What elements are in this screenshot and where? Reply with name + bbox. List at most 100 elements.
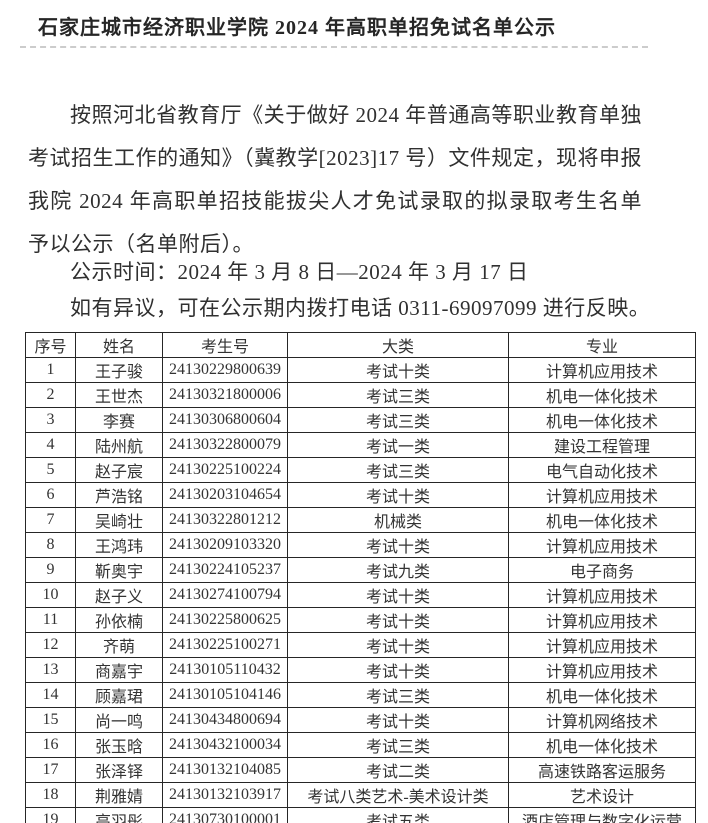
cell-index: 14 (25, 682, 76, 708)
cell-name: 商嘉宇 (75, 657, 163, 683)
cell-exam-no: 24130322800079 (162, 432, 288, 458)
cell-category: 考试十类 (287, 607, 509, 633)
cell-category: 考试二类 (287, 757, 509, 783)
cell-major: 计算机应用技术 (508, 482, 696, 508)
cell-index: 17 (25, 757, 76, 783)
cell-exam-no: 24130432100034 (162, 732, 288, 758)
cell-category: 考试十类 (287, 482, 509, 508)
table-row: 14 顾嘉珺 24130105104146 考试三类 机电一体化技术 (25, 682, 696, 708)
cell-exam-no: 24130225100224 (162, 457, 288, 483)
page-title: 石家庄城市经济职业学院 2024 年高职单招免试名单公示 (38, 17, 556, 39)
cell-category: 考试八类艺术-美术设计类 (287, 782, 509, 808)
cell-name: 赵子义 (75, 582, 163, 608)
roster-body: 1 王子骏 24130229800639 考试十类 计算机应用技术 2 王世杰 … (25, 357, 696, 823)
cell-index: 19 (25, 807, 76, 823)
table-row: 8 王鸿玮 24130209103320 考试十类 计算机应用技术 (25, 532, 696, 558)
cell-exam-no: 24130730100001 (162, 807, 288, 823)
cell-exam-no: 24130225100271 (162, 632, 288, 658)
table-row: 7 吴崎壮 24130322801212 机械类 机电一体化技术 (25, 507, 696, 533)
cell-category: 考试十类 (287, 532, 509, 558)
cell-name: 王世杰 (75, 382, 163, 408)
cell-category: 考试三类 (287, 732, 509, 758)
cell-major: 计算机应用技术 (508, 632, 696, 658)
cell-exam-no: 24130434800694 (162, 707, 288, 733)
cell-index: 10 (25, 582, 76, 608)
cell-major: 计算机应用技术 (508, 582, 696, 608)
table-row: 5 赵子宸 24130225100224 考试三类 电气自动化技术 (25, 457, 696, 483)
table-row: 4 陆州航 24130322800079 考试一类 建设工程管理 (25, 432, 696, 458)
cell-index: 11 (25, 607, 76, 633)
title-divider (20, 46, 648, 48)
cell-major: 计算机应用技术 (508, 357, 696, 383)
cell-index: 7 (25, 507, 76, 533)
cell-major: 机电一体化技术 (508, 507, 696, 533)
column-header-major: 专业 (508, 332, 696, 358)
body-paragraph: 按照河北省教育厅《关于做好 2024 年普通高等职业教育单独考试招生工作的通知》… (28, 103, 642, 256)
cell-category: 考试十类 (287, 632, 509, 658)
cell-index: 16 (25, 732, 76, 758)
cell-category: 考试十类 (287, 582, 509, 608)
cell-category: 考试十类 (287, 357, 509, 383)
cell-category: 机械类 (287, 507, 509, 533)
table-row: 3 李赛 24130306800604 考试三类 机电一体化技术 (25, 407, 696, 433)
cell-index: 8 (25, 532, 76, 558)
exemption-roster-table: 序号 姓名 考生号 大类 专业 1 王子骏 24130229800639 考试十… (25, 332, 696, 823)
cell-index: 9 (25, 557, 76, 583)
cell-exam-no: 24130209103320 (162, 532, 288, 558)
table-row: 19 高羽彤 24130730100001 考试五类 酒店管理与数字化运营 (25, 807, 696, 823)
cell-index: 1 (25, 357, 76, 383)
cell-major: 机电一体化技术 (508, 382, 696, 408)
cell-index: 18 (25, 782, 76, 808)
cell-category: 考试三类 (287, 407, 509, 433)
table-row: 12 齐萌 24130225100271 考试十类 计算机应用技术 (25, 632, 696, 658)
table-row: 2 王世杰 24130321800006 考试三类 机电一体化技术 (25, 382, 696, 408)
cell-major: 艺术设计 (508, 782, 696, 808)
cell-major: 机电一体化技术 (508, 407, 696, 433)
cell-index: 2 (25, 382, 76, 408)
table-row: 15 尚一鸣 24130434800694 考试十类 计算机网络技术 (25, 707, 696, 733)
cell-category: 考试十类 (287, 657, 509, 683)
cell-category: 考试十类 (287, 707, 509, 733)
cell-major: 电气自动化技术 (508, 457, 696, 483)
cell-name: 陆州航 (75, 432, 163, 458)
cell-category: 考试五类 (287, 807, 509, 823)
cell-name: 高羽彤 (75, 807, 163, 823)
cell-name: 荆雅婧 (75, 782, 163, 808)
cell-category: 考试三类 (287, 382, 509, 408)
table-header-row: 序号 姓名 考生号 大类 专业 (25, 332, 696, 358)
table-row: 11 孙依楠 24130225800625 考试十类 计算机应用技术 (25, 607, 696, 633)
cell-major: 计算机应用技术 (508, 532, 696, 558)
cell-name: 王鸿玮 (75, 532, 163, 558)
cell-exam-no: 24130105110432 (162, 657, 288, 683)
cell-index: 3 (25, 407, 76, 433)
cell-name: 李赛 (75, 407, 163, 433)
column-header-exam-no: 考生号 (162, 332, 288, 358)
column-header-name: 姓名 (75, 332, 163, 358)
cell-name: 芦浩铭 (75, 482, 163, 508)
cell-major: 机电一体化技术 (508, 682, 696, 708)
cell-index: 15 (25, 707, 76, 733)
table-row: 10 赵子义 24130274100794 考试十类 计算机应用技术 (25, 582, 696, 608)
cell-exam-no: 24130132103917 (162, 782, 288, 808)
column-header-index: 序号 (25, 332, 76, 358)
table-row: 6 芦浩铭 24130203104654 考试十类 计算机应用技术 (25, 482, 696, 508)
cell-exam-no: 24130322801212 (162, 507, 288, 533)
cell-exam-no: 24130306800604 (162, 407, 288, 433)
cell-name: 顾嘉珺 (75, 682, 163, 708)
table-row: 13 商嘉宇 24130105110432 考试十类 计算机应用技术 (25, 657, 696, 683)
cell-name: 张玉晗 (75, 732, 163, 758)
cell-exam-no: 24130229800639 (162, 357, 288, 383)
table-row: 18 荆雅婧 24130132103917 考试八类艺术-美术设计类 艺术设计 (25, 782, 696, 808)
objection-notice-line: 如有异议，可在公示期内拨打电话 0311-69097099 进行反映。 (70, 296, 651, 320)
cell-major: 高速铁路客运服务 (508, 757, 696, 783)
cell-category: 考试九类 (287, 557, 509, 583)
cell-exam-no: 24130224105237 (162, 557, 288, 583)
cell-exam-no: 24130105104146 (162, 682, 288, 708)
cell-name: 尚一鸣 (75, 707, 163, 733)
cell-major: 计算机应用技术 (508, 657, 696, 683)
cell-index: 6 (25, 482, 76, 508)
cell-index: 5 (25, 457, 76, 483)
cell-index: 4 (25, 432, 76, 458)
cell-name: 王子骏 (75, 357, 163, 383)
